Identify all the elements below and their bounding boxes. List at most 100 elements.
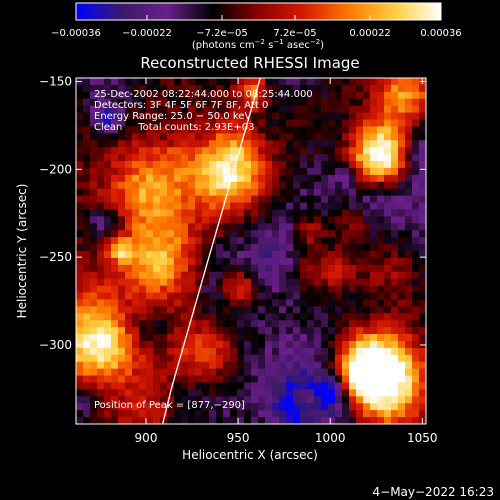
- heatmap-cell: [300, 105, 308, 113]
- heatmap-cell: [314, 202, 322, 210]
- heatmap-cell: [216, 327, 224, 335]
- heatmap-cell: [363, 133, 371, 141]
- heatmap-cell: [139, 105, 147, 113]
- heatmap-cell: [349, 257, 357, 266]
- heatmap-cell: [174, 174, 182, 183]
- heatmap-cell: [160, 264, 168, 273]
- heatmap-cell: [286, 334, 294, 342]
- heatmap-cell: [216, 361, 224, 370]
- heatmap-cell: [398, 368, 406, 376]
- heatmap-cell: [377, 264, 385, 273]
- heatmap-cell: [153, 244, 161, 252]
- heatmap-cell: [321, 237, 329, 245]
- heatmap-cell: [167, 382, 175, 390]
- heatmap-cell: [160, 389, 168, 397]
- heatmap-cell: [384, 354, 392, 363]
- heatmap-cell: [83, 389, 91, 397]
- heatmap-cell: [356, 98, 364, 107]
- heatmap-cell: [335, 327, 343, 335]
- heatmap-cell: [230, 354, 238, 363]
- heatmap-cell: [174, 292, 182, 300]
- heatmap-cell: [251, 389, 259, 397]
- heatmap-cell: [209, 320, 217, 328]
- heatmap-cell: [146, 91, 154, 100]
- heatmap-cell: [195, 126, 203, 134]
- heatmap-cell: [398, 78, 406, 86]
- heatmap-cell: [125, 410, 133, 418]
- heatmap-cell: [293, 244, 301, 252]
- heatmap-cell: [286, 126, 294, 134]
- heatmap-cell: [209, 382, 217, 390]
- heatmap-cell: [132, 368, 140, 376]
- heatmap-cell: [174, 389, 182, 397]
- heatmap-cell: [244, 251, 252, 259]
- heatmap-cell: [405, 84, 413, 93]
- heatmap-cell: [251, 320, 259, 328]
- heatmap-cell: [195, 216, 203, 224]
- heatmap-cell: [370, 216, 378, 224]
- heatmap-cell: [111, 334, 119, 342]
- heatmap-cell: [104, 209, 112, 217]
- heatmap-cell: [223, 209, 231, 217]
- heatmap-cell: [258, 292, 266, 300]
- heatmap-cell: [335, 237, 343, 245]
- heatmap-cell: [363, 230, 371, 238]
- heatmap-cell: [153, 154, 161, 162]
- heatmap-cell: [90, 320, 98, 328]
- heatmap-cell: [405, 244, 413, 252]
- heatmap-cell: [272, 264, 280, 273]
- heatmap-cell: [202, 396, 210, 404]
- heatmap-cell: [146, 368, 154, 376]
- heatmap-cell: [391, 382, 399, 390]
- heatmap-cell: [279, 354, 287, 363]
- heatmap-cell: [223, 140, 231, 148]
- heatmap-cell: [398, 181, 406, 190]
- heatmap-cell: [370, 140, 378, 148]
- heatmap-cell: [419, 119, 427, 127]
- heatmap-cell: [342, 105, 350, 113]
- heatmap-cell: [146, 237, 154, 245]
- heatmap-cell: [384, 271, 392, 280]
- heatmap-cell: [321, 410, 329, 418]
- heatmap-cell: [195, 209, 203, 217]
- heatmap-cell: [272, 320, 280, 328]
- heatmap-cell: [363, 327, 371, 335]
- heatmap-cell: [419, 285, 427, 293]
- heatmap-cell: [251, 361, 259, 370]
- heatmap-cell: [216, 244, 224, 252]
- heatmap-cell: [216, 237, 224, 245]
- heatmap-cell: [335, 292, 343, 300]
- heatmap-cell: [349, 278, 357, 286]
- heatmap-cell: [405, 119, 413, 127]
- heatmap-cell: [104, 140, 112, 148]
- heatmap-cell: [202, 271, 210, 280]
- heatmap-cell: [223, 84, 231, 93]
- heatmap-cell: [419, 396, 427, 404]
- heatmap-cell: [293, 202, 301, 210]
- heatmap-cell: [216, 181, 224, 190]
- heatmap-cell: [76, 98, 84, 107]
- heatmap-cell: [111, 340, 119, 349]
- heatmap-cell: [300, 244, 308, 252]
- heatmap-cell: [370, 91, 378, 100]
- heatmap-cell: [97, 223, 105, 231]
- heatmap-cell: [258, 375, 266, 383]
- heatmap-cell: [76, 126, 84, 134]
- heatmap-cell: [76, 403, 84, 411]
- heatmap-cell: [391, 368, 399, 376]
- heatmap-cell: [132, 140, 140, 148]
- heatmap-cell: [188, 382, 196, 390]
- heatmap-cell: [265, 251, 273, 259]
- heatmap-cell: [125, 354, 133, 363]
- heatmap-cell: [188, 417, 196, 425]
- heatmap-cell: [104, 126, 112, 134]
- heatmap-cell: [342, 230, 350, 238]
- heatmap-cell: [356, 181, 364, 190]
- heatmap-cell: [174, 216, 182, 224]
- heatmap-cell: [342, 306, 350, 314]
- heatmap-cell: [174, 340, 182, 349]
- heatmap-cell: [209, 202, 217, 210]
- heatmap-cell: [160, 361, 168, 370]
- heatmap-cell: [188, 285, 196, 293]
- heatmap-cell: [272, 133, 280, 141]
